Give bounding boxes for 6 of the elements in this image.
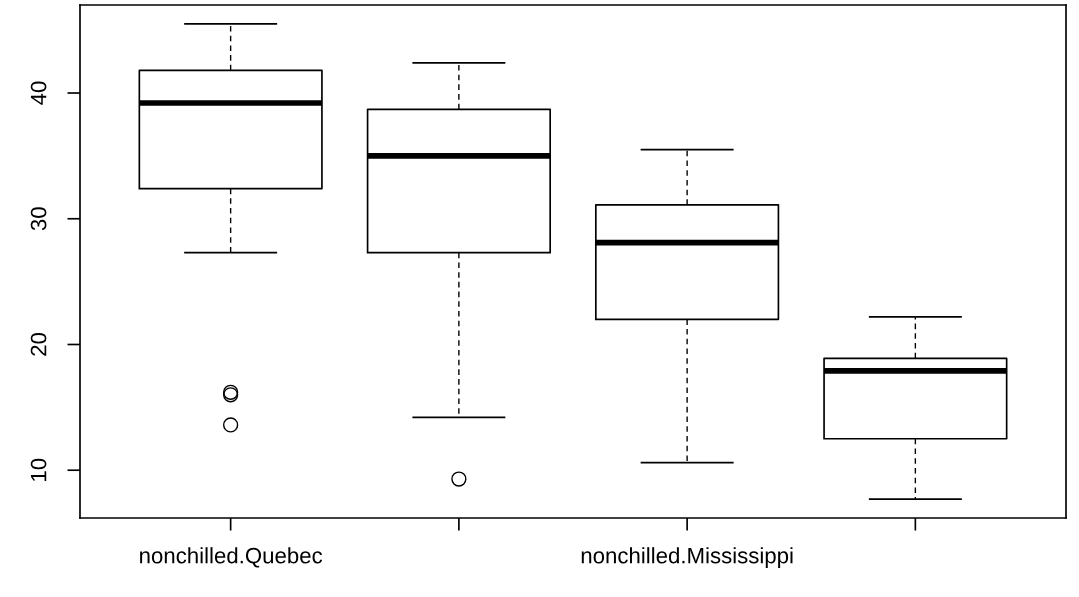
y-tick-label: 40 [30,81,47,105]
x-tick-label: nonchilled.Mississippi [581,547,793,568]
x-tick-label: nonchilled.Quebec [140,547,323,568]
y-tick-label: 10 [30,458,47,481]
y-tick-label: 30 [30,207,47,231]
y-tick-label: 20 [30,332,47,356]
